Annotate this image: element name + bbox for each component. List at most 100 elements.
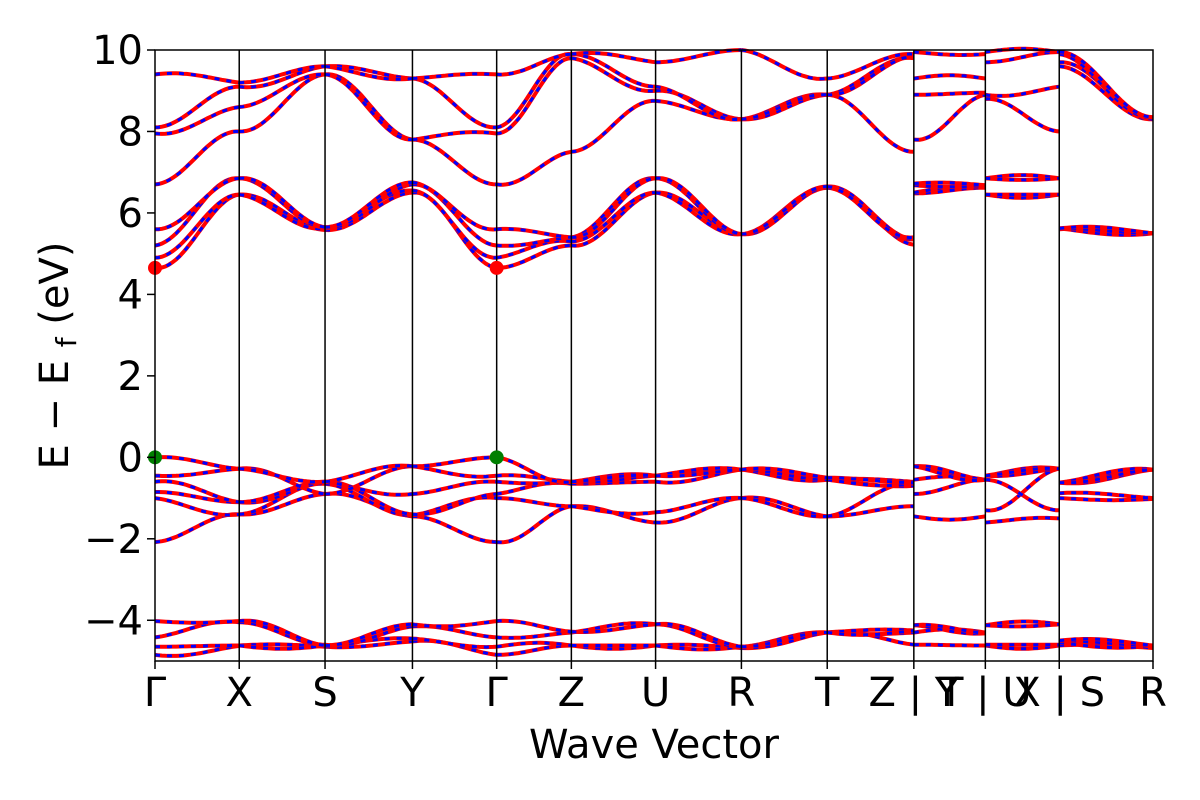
band-line-spin-down (154, 455, 240, 471)
band-line-spin-down (412, 189, 497, 260)
band-line-spin-down (154, 467, 240, 478)
band-line-spin-down (913, 475, 986, 482)
band-line-spin-down (827, 629, 914, 637)
band-line-spin-down (496, 52, 572, 77)
band-line-spin-down (827, 476, 914, 485)
band-line-spin-down (913, 514, 986, 522)
band-line-spin-down (412, 138, 497, 186)
band-line-spin-down (985, 50, 1060, 64)
band-line-spin-down (324, 72, 413, 142)
band-line-spin-down (741, 631, 828, 649)
band-line-spin-down (324, 180, 413, 229)
band-line-spin-up (412, 180, 497, 232)
band-lines (154, 46, 1154, 658)
band-line-spin-up (985, 96, 1060, 134)
band-line-spin-down (496, 504, 572, 544)
band-line-spin-down (496, 52, 572, 129)
band-line-spin-down (1059, 637, 1154, 647)
band-line-spin-down (655, 468, 742, 478)
band-line-spin-down (1059, 225, 1154, 235)
band-line-spin-down (913, 464, 986, 482)
band-line-spin-up (412, 188, 497, 260)
band-line-spin-down (571, 99, 656, 154)
y-tick-label: −2 (84, 517, 143, 563)
band-line-spin-down (655, 496, 742, 525)
band-line-spin-down (985, 467, 1060, 513)
band-line-spin-up (324, 72, 413, 142)
band-line-spin-down (412, 514, 497, 544)
band-line-spin-down (985, 97, 1060, 133)
band-line-spin-down (239, 64, 326, 85)
band-line-spin-down (412, 492, 497, 517)
band-line-spin-down (655, 466, 742, 478)
band-line-spin-down (827, 93, 914, 154)
band-line-spin-down (1059, 50, 1154, 119)
band-line-spin-down (154, 105, 240, 136)
band-line-spin-down (826, 482, 914, 518)
band-line-spin-down (496, 644, 572, 657)
y-tick-label: 10 (92, 28, 143, 74)
band-line-spin-down (496, 239, 572, 260)
band-line-spin-down (239, 176, 326, 229)
band-line-spin-down (239, 482, 326, 516)
y-axis-ticks: −4 −2 0 2 4 6 8 10 (84, 28, 155, 644)
band-line-spin-down (571, 191, 656, 243)
band-line-spin-down (155, 490, 240, 504)
vbm-marker (489, 450, 504, 465)
band-line-spin-down (985, 620, 1060, 627)
band-line-spin-down (571, 176, 656, 239)
band-line-spin-up (496, 504, 572, 545)
band-line-spin-down (985, 173, 1060, 180)
band-line-spin-up (496, 149, 572, 187)
y-tick-label: 6 (118, 191, 143, 237)
band-line-spin-down (239, 192, 326, 232)
band-line-spin-down (412, 480, 497, 496)
band-line-spin-down (154, 619, 240, 625)
band-line-spin-up (1059, 50, 1154, 120)
band-line-spin-down (741, 93, 828, 121)
plot-frame (154, 49, 1154, 662)
band-line-spin-down (913, 627, 986, 634)
band-line-spin-up (913, 180, 986, 188)
band-line-spin-down (571, 176, 656, 239)
band-line-spin-down (827, 504, 914, 518)
band-line-spin-down (155, 644, 240, 649)
band-line-spin-down (985, 466, 1060, 478)
band-line-spin-down (496, 235, 572, 248)
band-line-spin-down (827, 52, 914, 80)
band-line-spin-down (496, 455, 572, 484)
band-line-spin-down (571, 56, 656, 93)
x-tick-label: R (728, 670, 756, 716)
x-tick-label: T | U (938, 670, 1032, 716)
band-line-spin-down (985, 516, 1060, 524)
band-line-spin-down (239, 72, 325, 109)
y-axis-label-main: E − E (32, 347, 78, 469)
band-line-spin-down (1059, 64, 1153, 121)
band-line-spin-down (412, 77, 497, 129)
band-line-spin-down (496, 244, 572, 270)
band-line-spin-up (571, 176, 656, 240)
band-line-spin-down (741, 496, 828, 518)
band-line-spin-down (571, 473, 656, 484)
x-axis-label: Wave Vector (529, 722, 780, 768)
x-tick-label: X | S (1013, 670, 1105, 716)
band-line-spin-down (154, 644, 240, 658)
band-line-spin-down (239, 642, 326, 649)
band-line-spin-down (655, 176, 742, 236)
x-tick-label: Γ (486, 670, 509, 716)
band-line-spin-up (913, 50, 986, 57)
band-line-spin-down (324, 64, 413, 80)
band-line-spin-down (827, 54, 914, 97)
x-tick-label: R (1139, 670, 1167, 716)
band-line-spin-down (1059, 467, 1154, 485)
band-line-spin-down (154, 496, 240, 517)
band-line-spin-down (412, 130, 497, 142)
band-line-spin-down (985, 85, 1060, 98)
band-line-spin-down (154, 130, 240, 186)
band-line-spin-down (412, 619, 497, 628)
band-line-spin-down (496, 619, 572, 634)
band-line-spin-down (412, 637, 497, 649)
y-axis-label: E − E f (eV) (32, 242, 83, 470)
band-line-spin-down (154, 85, 240, 129)
